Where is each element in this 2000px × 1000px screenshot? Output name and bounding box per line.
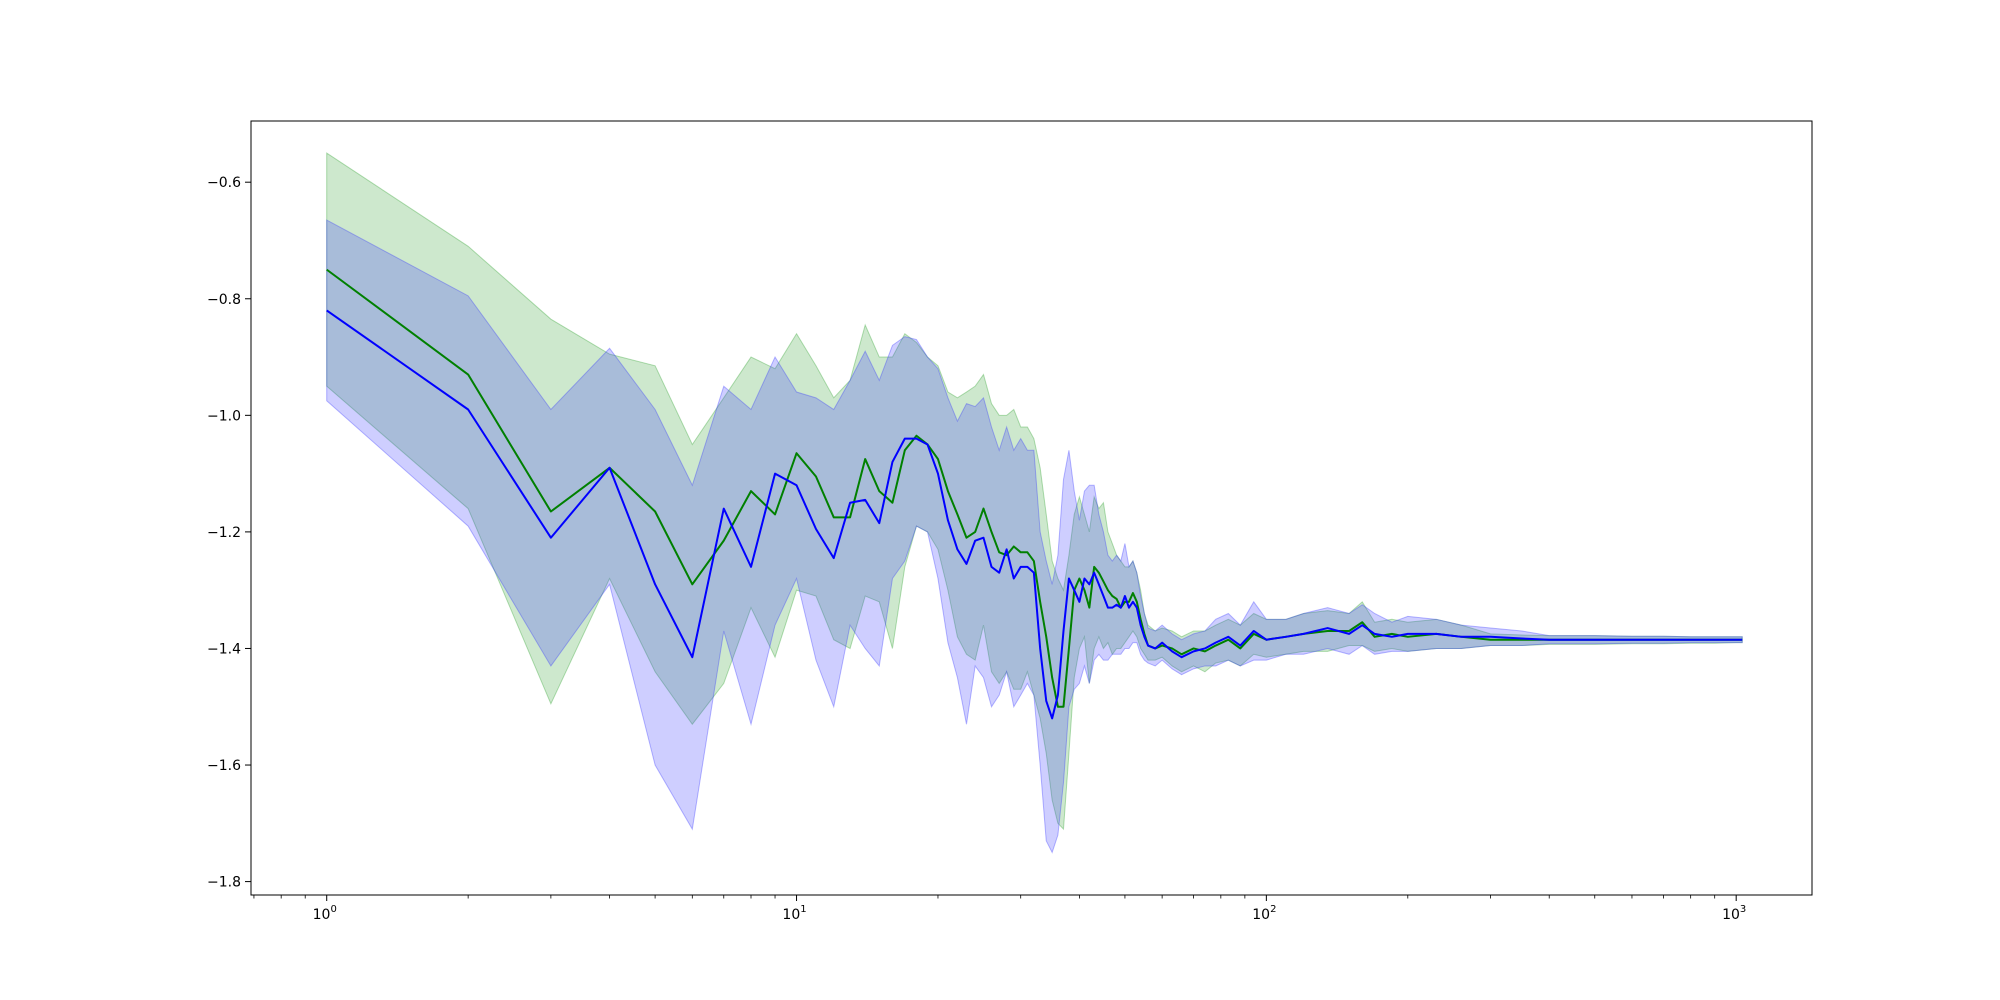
x-tick-label: 102 — [1252, 904, 1276, 923]
mean-lines — [326, 268, 1743, 720]
confidence-bands — [326, 152, 1743, 854]
x-tick-label: 103 — [1722, 904, 1746, 923]
x-tick-label: 101 — [782, 904, 806, 923]
x-tick-label: 100 — [313, 904, 337, 923]
y-axis: −0.6 −0.8 −1.0 −1.2 −1.4 −1.6 −1.8 — [207, 175, 251, 891]
y-tick-label: −1.6 — [207, 758, 241, 774]
y-tick-label: −1.8 — [207, 875, 241, 891]
confidence-band-series-2 — [326, 219, 1743, 854]
y-tick-label: −1.0 — [207, 408, 241, 424]
y-tick-label: −0.8 — [207, 292, 241, 308]
confidence-band-series-1 — [326, 152, 1743, 831]
y-tick-label: −1.4 — [207, 641, 241, 657]
y-tick-label: −1.2 — [207, 525, 241, 541]
plot-area-frame — [250, 120, 1813, 896]
y-tick-label: −0.6 — [207, 175, 241, 191]
mean-line-series-2 — [326, 309, 1743, 720]
x-axis: 100 101 102 103 — [253, 895, 1746, 923]
